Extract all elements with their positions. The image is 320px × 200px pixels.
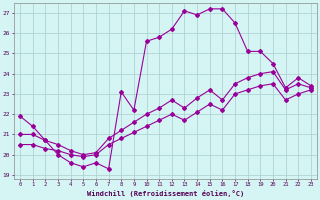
X-axis label: Windchill (Refroidissement éolien,°C): Windchill (Refroidissement éolien,°C) [87,190,244,197]
